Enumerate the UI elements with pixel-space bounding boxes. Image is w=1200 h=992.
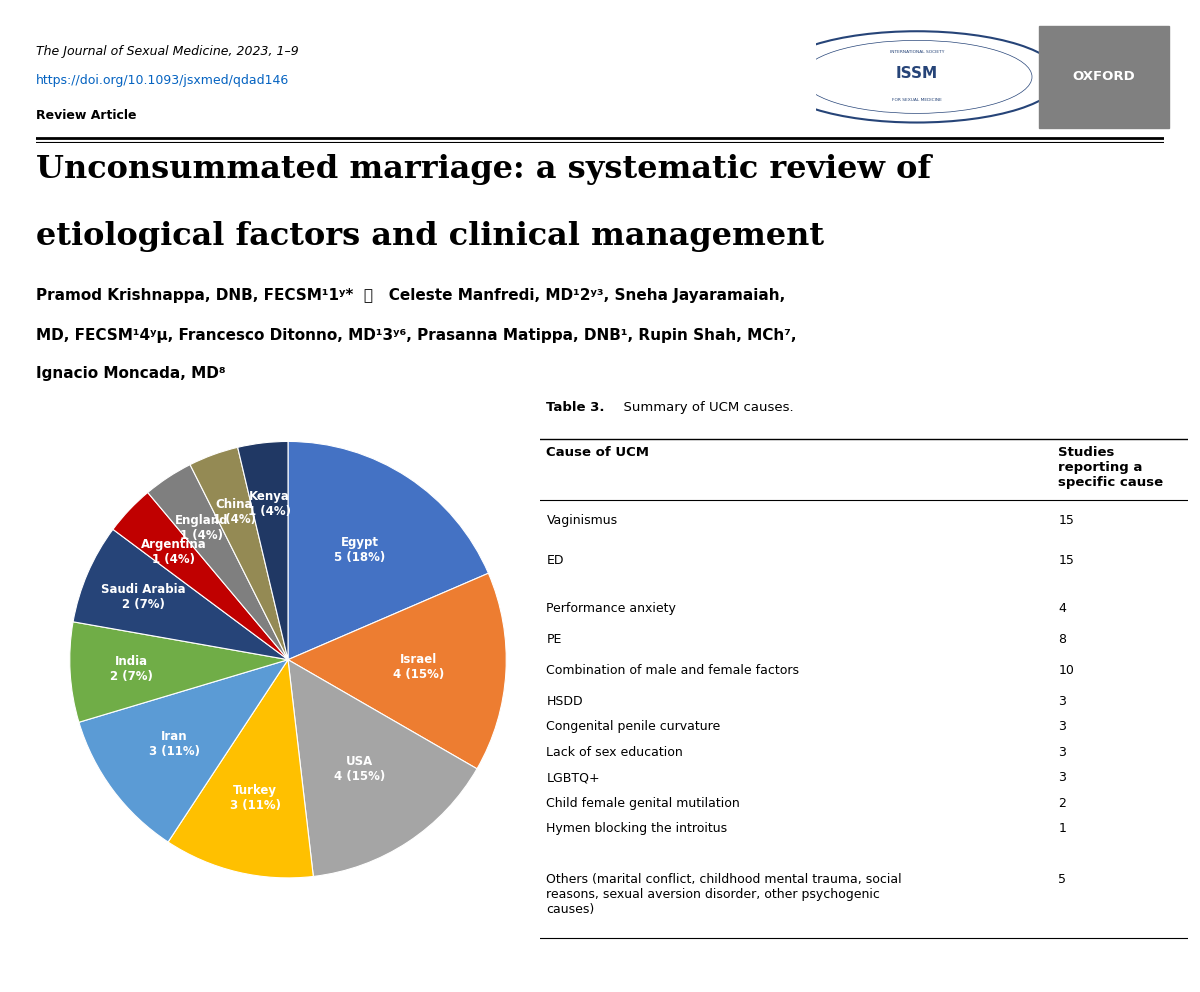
Wedge shape	[148, 464, 288, 660]
Text: Performance anxiety: Performance anxiety	[546, 602, 677, 615]
Text: Ignacio Moncada, MD⁸: Ignacio Moncada, MD⁸	[36, 366, 226, 381]
Text: PE: PE	[546, 633, 562, 646]
Text: Pramod Krishnappa, DNB, FECSM¹1ʸ*  ⓘ   Celeste Manfredi, MD¹2ʸ³, Sneha Jayaramai: Pramod Krishnappa, DNB, FECSM¹1ʸ* ⓘ Cele…	[36, 288, 785, 303]
Wedge shape	[288, 660, 478, 877]
Text: Cause of UCM: Cause of UCM	[546, 446, 649, 459]
Wedge shape	[113, 492, 288, 660]
Text: Iran
3 (11%): Iran 3 (11%)	[149, 730, 199, 759]
Text: Vaginismus: Vaginismus	[546, 514, 618, 527]
Text: 3: 3	[1058, 746, 1067, 759]
Text: 5: 5	[1058, 873, 1067, 886]
Text: Others (marital conflict, childhood mental trauma, social
reasons, sexual aversi: Others (marital conflict, childhood ment…	[546, 873, 902, 917]
Text: Saudi Arabia
2 (7%): Saudi Arabia 2 (7%)	[102, 583, 186, 611]
Text: Review Article: Review Article	[36, 109, 137, 122]
Text: Lack of sex education: Lack of sex education	[546, 746, 683, 759]
Text: Egypt
5 (18%): Egypt 5 (18%)	[335, 537, 385, 564]
Text: China
1 (4%): China 1 (4%)	[212, 498, 256, 526]
Wedge shape	[73, 530, 288, 660]
Text: LGBTQ+: LGBTQ+	[546, 772, 600, 785]
Text: 4: 4	[1058, 602, 1067, 615]
Text: Summary of UCM causes.: Summary of UCM causes.	[614, 401, 793, 414]
Text: ISSM: ISSM	[895, 65, 938, 81]
Text: etiological factors and clinical management: etiological factors and clinical managem…	[36, 221, 824, 252]
Text: 3: 3	[1058, 772, 1067, 785]
Text: Congenital penile curvature: Congenital penile curvature	[546, 720, 721, 733]
Text: Combination of male and female factors: Combination of male and female factors	[546, 664, 799, 677]
Text: Child female genital mutilation: Child female genital mutilation	[546, 797, 740, 809]
Wedge shape	[288, 441, 488, 660]
Text: 8: 8	[1058, 633, 1067, 646]
Text: ED: ED	[546, 554, 564, 566]
Wedge shape	[238, 441, 288, 660]
Text: The Journal of Sexual Medicine, 2023, 1–9: The Journal of Sexual Medicine, 2023, 1–…	[36, 45, 299, 58]
Text: India
2 (7%): India 2 (7%)	[109, 655, 152, 682]
Text: https://doi.org/10.1093/jsxmed/qdad146: https://doi.org/10.1093/jsxmed/qdad146	[36, 74, 289, 87]
Text: Unconsummated marriage: a systematic review of: Unconsummated marriage: a systematic rev…	[36, 154, 931, 185]
Wedge shape	[79, 660, 288, 842]
Text: OXFORD: OXFORD	[1073, 70, 1135, 83]
Text: Table 3.: Table 3.	[546, 401, 605, 414]
FancyBboxPatch shape	[1039, 26, 1169, 128]
Text: 3: 3	[1058, 720, 1067, 733]
Text: FOR SEXUAL MEDICINE: FOR SEXUAL MEDICINE	[892, 97, 942, 102]
Text: England
1 (4%): England 1 (4%)	[175, 515, 228, 543]
Text: Turkey
3 (11%): Turkey 3 (11%)	[229, 784, 281, 811]
Text: MD, FECSM¹4ʸµ, Francesco Ditonno, MD¹3ʸ⁶, Prasanna Matippa, DNB¹, Rupin Shah, MC: MD, FECSM¹4ʸµ, Francesco Ditonno, MD¹3ʸ⁶…	[36, 327, 797, 343]
Text: 15: 15	[1058, 554, 1074, 566]
Text: 10: 10	[1058, 664, 1074, 677]
Text: HSDD: HSDD	[546, 695, 583, 708]
Text: USA
4 (15%): USA 4 (15%)	[335, 755, 385, 783]
Wedge shape	[288, 573, 506, 769]
Text: Argentina
1 (4%): Argentina 1 (4%)	[140, 538, 206, 565]
Text: Israel
4 (15%): Israel 4 (15%)	[394, 654, 444, 682]
Text: Studies
reporting a
specific cause: Studies reporting a specific cause	[1058, 446, 1164, 489]
Wedge shape	[168, 660, 313, 878]
Wedge shape	[70, 622, 288, 722]
Wedge shape	[190, 447, 288, 660]
Text: 2: 2	[1058, 797, 1067, 809]
Text: 3: 3	[1058, 695, 1067, 708]
Text: 15: 15	[1058, 514, 1074, 527]
Text: INTERNATIONAL SOCIETY: INTERNATIONAL SOCIETY	[889, 50, 944, 54]
Text: 1: 1	[1058, 822, 1067, 835]
Text: Hymen blocking the introitus: Hymen blocking the introitus	[546, 822, 727, 835]
Text: Kenya
1 (4%): Kenya 1 (4%)	[248, 490, 292, 518]
